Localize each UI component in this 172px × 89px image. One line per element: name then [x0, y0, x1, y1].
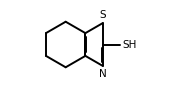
Text: SH: SH	[122, 40, 137, 49]
Text: S: S	[99, 10, 106, 20]
Text: N: N	[99, 69, 107, 79]
